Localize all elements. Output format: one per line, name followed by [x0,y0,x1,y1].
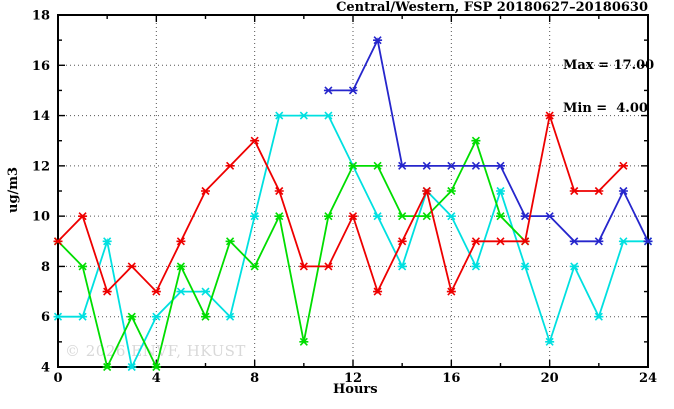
y-tick-label: 10 [32,210,50,225]
x-tick-label: 20 [541,371,559,386]
y-tick-label: 18 [32,9,50,24]
max-value-label: Max = 17.00 [563,58,655,73]
day-cyan-line [58,114,648,370]
y-tick-label: 8 [41,260,50,275]
watermark: © 2026 ENVF, HKUST [65,342,246,360]
day-blue-series [323,36,653,246]
x-tick-label: 8 [250,371,259,386]
min-value-label: Min = 4.00 [563,100,648,116]
x-tick-label: 0 [53,371,62,386]
x-tick-label: 24 [639,371,657,386]
x-tick-label: 16 [442,371,460,386]
day-blue-markers [323,36,653,246]
y-tick-label: 4 [41,361,50,376]
y-tick-label: 16 [32,59,50,74]
y-tick-label: 6 [41,310,50,325]
plot-border [57,14,649,368]
y-tick-label: 14 [32,109,50,124]
day-green-line [57,138,526,370]
y-axis-label: ug/m3 [6,166,21,213]
day-red-markers [53,111,628,296]
day-red-series [53,111,628,296]
chart-title: Central/Western, FSP 20180627–20180630 [336,0,648,15]
x-tick-label: 4 [152,371,161,386]
day-red-line [57,112,625,295]
x-tick-label: 12 [344,371,362,386]
day-cyan-markers [53,111,653,372]
stats-legend: Max = 17.00 Min = 4.00 [563,31,654,144]
x-axis-label: Hours [333,382,378,397]
y-tick-label: 12 [32,159,50,174]
